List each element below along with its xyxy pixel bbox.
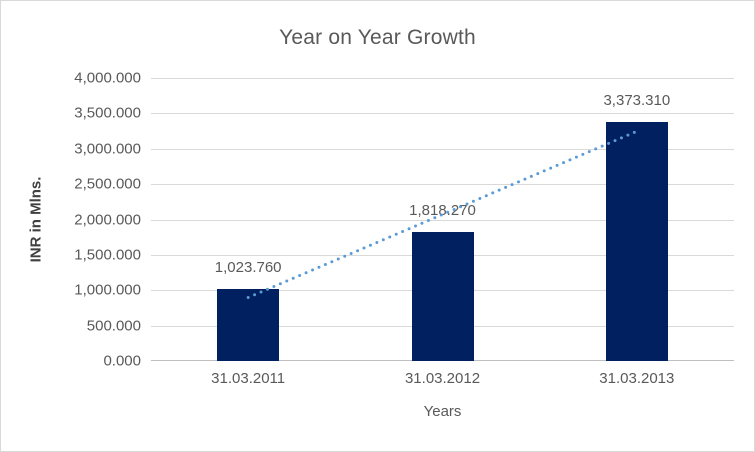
y-tick-label: 2,000.000 — [74, 211, 141, 228]
gridline — [151, 113, 734, 115]
bar-31.03.2011 — [217, 288, 280, 361]
y-tick-label: 0.000 — [103, 352, 141, 370]
y-tick-label: 4,000.000 — [74, 69, 141, 87]
trendline — [246, 129, 639, 300]
x-axis-tick-labels: 31.03.2011 31.03.2012 31.03.2013 — [151, 370, 734, 390]
gridline — [151, 78, 734, 79]
gridline — [151, 219, 734, 221]
y-tick-label: 2,500.000 — [74, 175, 141, 193]
y-tick-label: 3,000.000 — [74, 140, 141, 158]
plot-area: 1,023.760 1,818.270 3,373.310 — [151, 78, 734, 361]
data-label: 1,023.760 — [214, 258, 282, 276]
data-label: 3,373.310 — [603, 92, 671, 110]
gridline — [151, 184, 734, 186]
x-tick-label: 31.03.2011 — [211, 370, 286, 387]
x-tick-label: 31.03.2012 — [404, 370, 481, 387]
x-axis-title: Years — [423, 403, 462, 420]
y-tick-label: 1,000.000 — [74, 281, 141, 299]
x-tick-label: 31.03.2013 — [599, 370, 675, 387]
bar-31.03.2012 — [411, 232, 474, 361]
bar-31.03.2013 — [605, 122, 668, 361]
y-tick-label: 3,500.000 — [74, 104, 141, 122]
y-tick-label: 500.000 — [86, 317, 141, 335]
chart-title: Year on Year Growth — [279, 26, 476, 49]
y-axis-tick-labels: 0.000 500.000 1,000.000 1,500.000 2,000.000 2… — [1, 70, 141, 370]
gridline — [151, 148, 734, 150]
y-tick-label: 1,500.000 — [74, 246, 141, 264]
